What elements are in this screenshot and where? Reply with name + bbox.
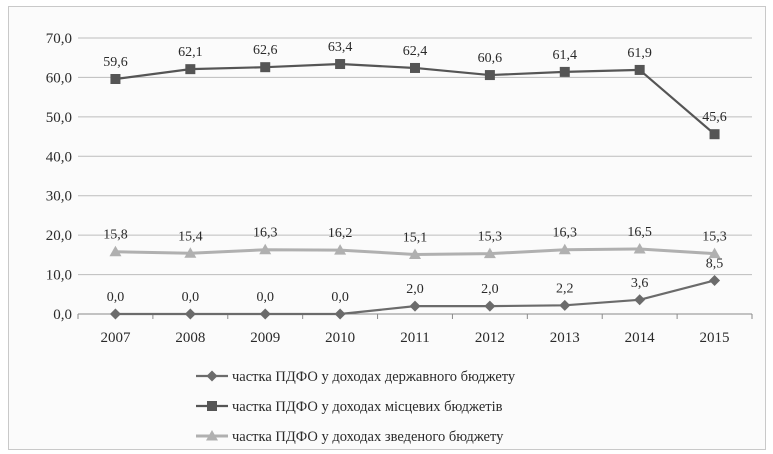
data-label: 62,6 bbox=[253, 43, 278, 58]
y-tick-label: 50,0 bbox=[46, 110, 72, 126]
legend-marker bbox=[207, 401, 217, 411]
legend-label: частка ПДФО у доходах державного бюджету bbox=[232, 369, 516, 385]
data-point bbox=[410, 62, 420, 73]
data-point bbox=[110, 74, 121, 85]
x-tick-label: 2012 bbox=[475, 330, 505, 346]
data-label: 0,0 bbox=[182, 290, 200, 305]
data-label: 15,8 bbox=[103, 228, 128, 243]
data-label: 16,3 bbox=[253, 226, 278, 241]
data-label: 0,0 bbox=[107, 290, 125, 305]
data-label: 3,6 bbox=[631, 276, 649, 291]
data-point bbox=[334, 244, 347, 255]
y-tick-label: 70,0 bbox=[46, 31, 72, 47]
series-markers bbox=[109, 59, 721, 320]
data-label: 59,6 bbox=[103, 55, 128, 70]
data-point bbox=[483, 247, 496, 259]
y-tick-label: 30,0 bbox=[46, 189, 72, 205]
x-tick-label: 2010 bbox=[325, 330, 355, 346]
series-lines bbox=[115, 62, 716, 316]
data-label: 2,0 bbox=[481, 282, 499, 297]
x-tick-label: 2009 bbox=[250, 330, 280, 346]
x-tick-label: 2015 bbox=[700, 330, 730, 346]
data-label: 45,6 bbox=[702, 110, 727, 125]
data-point bbox=[559, 299, 571, 311]
data-label: 0,0 bbox=[256, 290, 274, 305]
x-tick-label: 2008 bbox=[175, 330, 205, 346]
legend-marker bbox=[206, 370, 218, 382]
data-label: 16,5 bbox=[627, 225, 652, 240]
data-label: 60,6 bbox=[478, 51, 503, 66]
chart-frame bbox=[8, 6, 766, 450]
data-point bbox=[334, 308, 346, 320]
data-point bbox=[558, 243, 571, 255]
legend-label: частка ПДФО у доходах зведеного бюджету bbox=[232, 429, 504, 445]
y-axis: 0,0 10,0 20,0 30,0 40,0 50,0 60,0 70,0 bbox=[46, 31, 72, 323]
y-tick-label: 10,0 bbox=[46, 268, 72, 284]
data-point bbox=[259, 243, 272, 255]
data-point bbox=[409, 248, 421, 259]
data-point bbox=[409, 300, 421, 312]
x-tick-label: 2013 bbox=[550, 330, 580, 346]
data-labels: 0,0 0,0 0,0 0,0 2,0 2,0 2,2 3,6 8,5 59,6 62,1 62,6 6… bbox=[103, 40, 727, 305]
legend: частка ПДФО у доходах державного бюджету… bbox=[196, 369, 516, 445]
data-point bbox=[634, 64, 645, 75]
legend-label: частка ПДФО у доходах місцевих бюджетів bbox=[232, 399, 503, 415]
data-point bbox=[709, 129, 720, 140]
y-tick-label: 20,0 bbox=[46, 228, 72, 244]
data-label: 61,4 bbox=[553, 48, 578, 63]
data-label: 16,2 bbox=[328, 226, 353, 241]
data-point bbox=[184, 308, 196, 320]
data-point bbox=[633, 242, 646, 254]
data-label: 15,3 bbox=[702, 230, 727, 245]
data-label: 15,3 bbox=[478, 230, 503, 245]
data-label: 61,9 bbox=[627, 46, 652, 61]
y-tick-label: 60,0 bbox=[46, 70, 72, 86]
data-point bbox=[109, 308, 121, 320]
x-tick-label: 2011 bbox=[400, 330, 429, 346]
data-label: 2,2 bbox=[556, 281, 574, 296]
data-label: 15,1 bbox=[403, 230, 428, 245]
data-point bbox=[484, 70, 495, 81]
data-label: 8,5 bbox=[706, 256, 724, 271]
data-point bbox=[184, 247, 197, 258]
y-tick-label: 40,0 bbox=[46, 149, 72, 165]
data-point bbox=[709, 274, 721, 286]
series-line-1 bbox=[115, 62, 716, 136]
data-label: 2,0 bbox=[406, 282, 424, 297]
data-point bbox=[259, 308, 271, 320]
y-tick-label: 0,0 bbox=[53, 307, 72, 323]
data-label: 0,0 bbox=[331, 290, 349, 305]
data-point bbox=[559, 66, 570, 77]
legend-marker bbox=[206, 430, 218, 441]
data-point bbox=[185, 64, 196, 75]
x-tick-label: 2007 bbox=[100, 330, 131, 346]
data-point bbox=[708, 247, 721, 259]
data-label: 62,1 bbox=[178, 45, 203, 60]
data-point bbox=[109, 245, 122, 257]
data-label: 62,4 bbox=[403, 44, 428, 59]
data-label: 15,4 bbox=[178, 229, 203, 244]
x-axis: 2007 2008 2009 2010 2011 2012 2013 2014 2015 bbox=[77, 313, 753, 346]
data-point bbox=[335, 59, 346, 70]
data-point bbox=[260, 62, 271, 73]
data-point bbox=[634, 294, 646, 306]
x-tick-label: 2014 bbox=[625, 330, 656, 346]
data-point bbox=[484, 300, 496, 312]
data-label: 16,3 bbox=[553, 226, 578, 241]
data-label: 63,4 bbox=[328, 40, 353, 55]
